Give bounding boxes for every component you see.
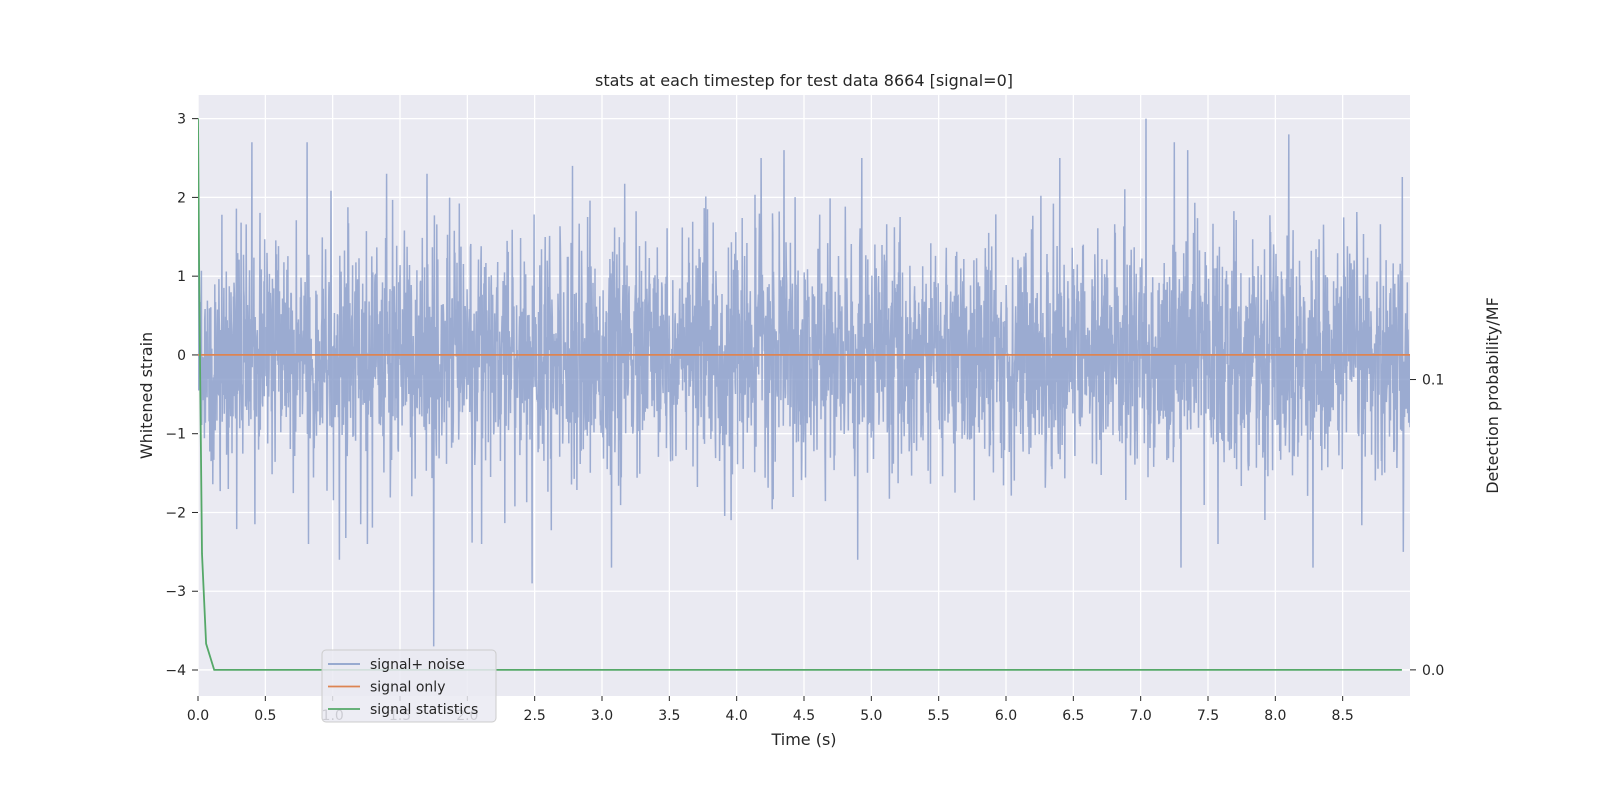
y-tick-label: 3	[177, 112, 186, 128]
x-tick-label: 4.0	[726, 708, 748, 724]
x-tick-label: 8.0	[1264, 708, 1286, 724]
y-tick-label: 0	[177, 348, 186, 364]
y-axis-ticks: 3 2 1 0 −1 −2 −3 −4	[165, 112, 198, 679]
legend-label: signal+ noise	[370, 657, 465, 673]
x-tick-label: 7.0	[1130, 708, 1152, 724]
legend-label: signal statistics	[370, 702, 478, 718]
x-tick-label: 5.5	[928, 708, 950, 724]
y-tick-label: −4	[165, 663, 186, 679]
y-tick-label: −3	[165, 584, 186, 600]
y-tick-label: −2	[165, 505, 186, 521]
x-axis-label: Time (s)	[770, 730, 836, 749]
chart-title: stats at each timestep for test data 866…	[595, 71, 1013, 90]
x-tick-label: 4.5	[793, 708, 815, 724]
y-tick-label: −1	[165, 427, 186, 443]
legend-box	[321, 649, 497, 723]
y-axis-label: Whitened strain	[137, 332, 156, 459]
x-tick-label: 3.0	[591, 708, 613, 724]
x-tick-label: 6.0	[995, 708, 1017, 724]
x-tick-label: 7.5	[1197, 708, 1219, 724]
x-tick-label: 2.5	[524, 708, 546, 724]
x-tick-label: 0.0	[187, 708, 209, 724]
x-tick-label: 5.0	[860, 708, 882, 724]
y-tick-label: 1	[177, 269, 186, 285]
x-tick-label: 0.5	[254, 708, 276, 724]
y2-axis-ticks: 0.1 0.0	[1410, 373, 1444, 679]
x-tick-label: 3.5	[658, 708, 680, 724]
x-tick-label: 6.5	[1062, 708, 1084, 724]
legend-label: signal only	[370, 680, 445, 696]
y2-tick-label: 0.1	[1422, 373, 1444, 389]
y-tick-label: 2	[177, 190, 186, 206]
series-line-signal-noise	[198, 118, 1410, 647]
x-tick-label: 8.5	[1332, 708, 1354, 724]
y2-axis-label: Detection probability/MF	[1483, 297, 1502, 494]
legend: signal+ noise signal only signal statistic…	[321, 649, 497, 723]
y2-tick-label: 0.0	[1422, 663, 1444, 679]
